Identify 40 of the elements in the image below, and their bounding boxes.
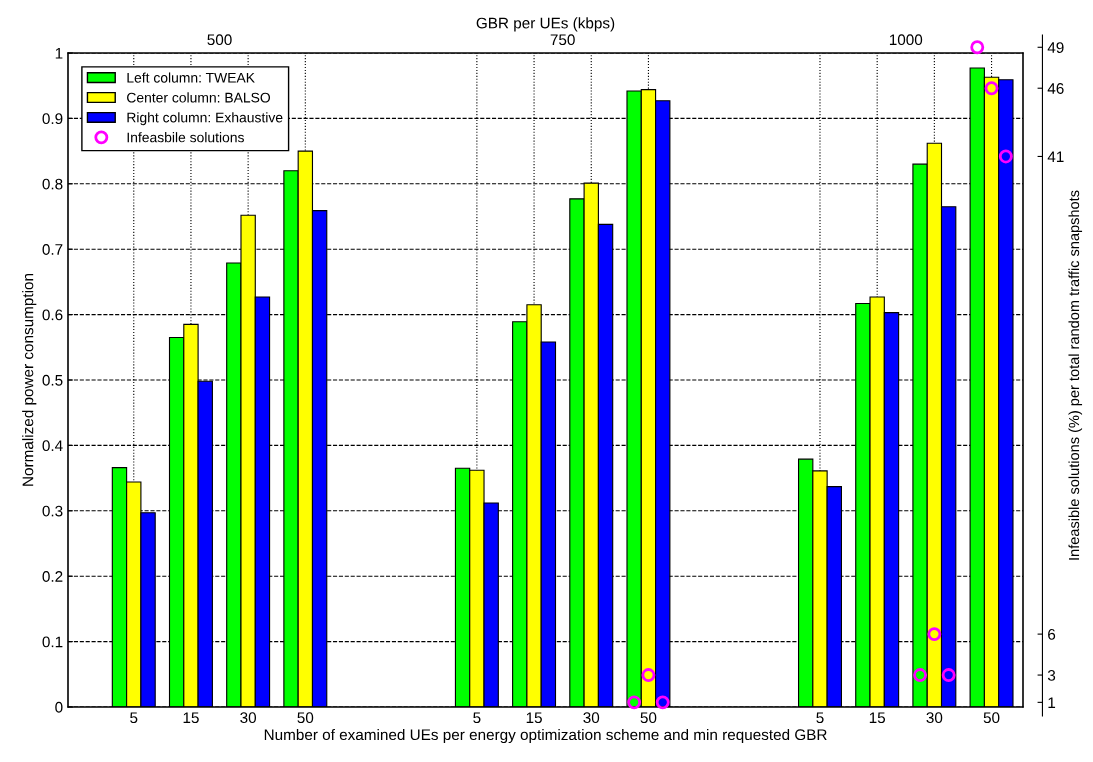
text: 750 — [550, 34, 575, 46]
y2-tick-label: 41 — [1047, 151, 1064, 162]
x-tick-label: 50 — [983, 712, 1000, 724]
y-tick-label: 0 — [55, 701, 63, 713]
y2-axis-title: Infeasible solutions (%) per total random traffic snapshots — [1068, 190, 1083, 560]
y-tick-label: 0.3 — [42, 505, 63, 517]
y-tick-label: 0.4 — [42, 440, 63, 452]
x-tick-label: 50 — [297, 712, 314, 724]
y2-tick-label: 46 — [1047, 83, 1064, 94]
legend-label: Left column: TWEAK — [127, 72, 255, 83]
x-tick-label: 30 — [926, 712, 943, 724]
y2-tick-label: 49 — [1047, 42, 1064, 53]
legend-label: Center column: BALSO — [127, 92, 271, 103]
y-tick-label: 1 — [55, 48, 63, 59]
legend-label: Infeasbile solutions — [127, 132, 244, 143]
x-tick-label: 5 — [473, 712, 481, 724]
y2-tick-label: 6 — [1048, 628, 1056, 640]
y2-tick-label: 1 — [1048, 697, 1056, 708]
x-tick-label: 30 — [583, 712, 600, 724]
text: 500 — [207, 34, 232, 46]
y-tick-label: 0.8 — [42, 178, 63, 190]
y-tick-label: 0.7 — [42, 244, 63, 255]
x2-axis-title: GBR per UEs (kbps) — [476, 17, 615, 32]
x-tick-label: 5 — [816, 712, 824, 724]
y2-tick-label: 3 — [1047, 669, 1056, 681]
legend-label: Right column: Exhaustive — [127, 112, 283, 126]
x-tick-label: 50 — [640, 712, 657, 724]
y-tick-label: 0.9 — [42, 113, 63, 125]
x-tick-label: 15 — [526, 712, 542, 724]
text: 1000 — [889, 34, 923, 46]
x-tick-label: 30 — [240, 712, 257, 724]
y-tick-label: 0.5 — [42, 374, 63, 386]
y-tick-label: 0.2 — [42, 571, 63, 582]
y-axis-title: Normalized power consumption — [22, 273, 37, 486]
x-tick-label: 15 — [869, 712, 886, 724]
y-tick-label: 0.6 — [42, 309, 63, 321]
x-axis-title: Number of examined UEs per energy optimization scheme and min requested GBR — [264, 728, 827, 744]
x-tick-label: 15 — [183, 712, 199, 724]
x-tick-label: 5 — [130, 712, 138, 724]
y-tick-label: 0.1 — [42, 636, 63, 648]
